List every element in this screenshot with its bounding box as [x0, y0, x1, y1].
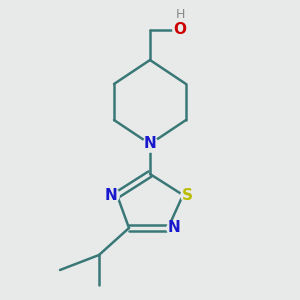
Text: N: N: [168, 220, 180, 236]
Text: O: O: [173, 22, 187, 38]
Text: N: N: [105, 188, 117, 202]
Text: N: N: [144, 136, 156, 152]
Text: S: S: [182, 188, 193, 202]
Text: H: H: [175, 8, 185, 22]
